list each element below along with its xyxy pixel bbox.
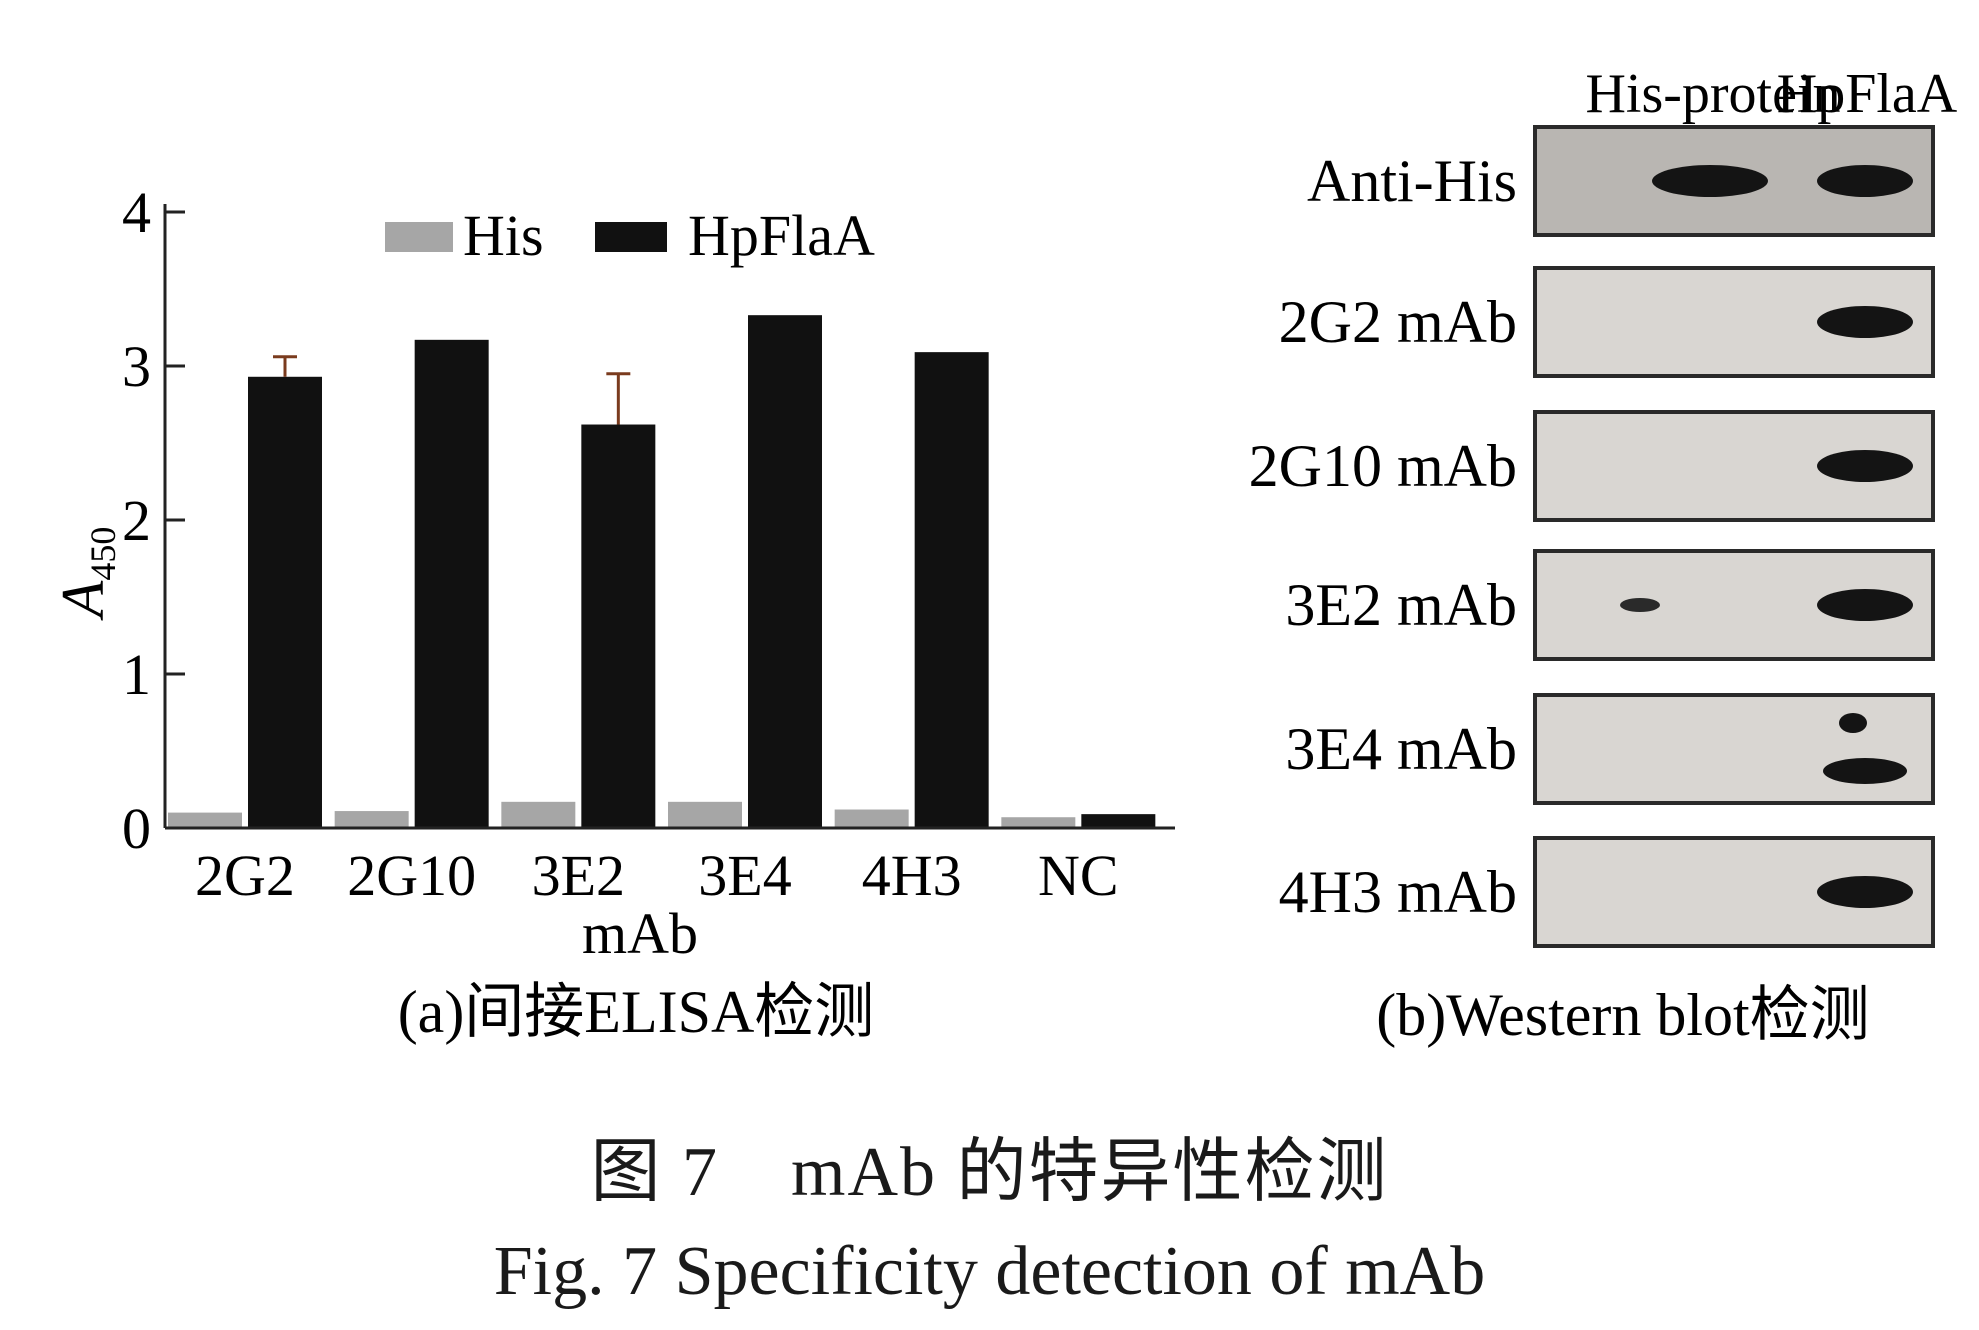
x-tick-label-4h3: 4H3 [862, 843, 962, 908]
band-weak [1620, 598, 1660, 612]
y-tick-label: 1 [122, 642, 151, 707]
bar-hpflaa-2g10 [414, 339, 489, 828]
bar-his-nc [1001, 817, 1076, 828]
y-tick-label: 2 [122, 488, 151, 553]
blot-row-label: 4H3 mAb [1279, 859, 1517, 925]
blot-row-label: 2G2 mAb [1279, 289, 1517, 355]
blot-row-label: 2G10 mAb [1249, 433, 1517, 499]
x-tick-label-3e4: 3E4 [698, 843, 791, 908]
band-strong [1817, 589, 1913, 621]
blot-row-5: 3E4 mAb [1285, 693, 1935, 805]
bar-hpflaa-3e4 [748, 315, 822, 828]
blot-row-6: 4H3 mAb [1279, 836, 1935, 948]
bar-his-2g10 [334, 811, 409, 828]
band-strong [1652, 165, 1768, 197]
blot-row-label: 3E4 mAb [1285, 716, 1517, 782]
y-axis-label-main: A [50, 580, 116, 621]
lane-header-his-protein: His-protein [1585, 63, 1840, 125]
y-axis-label-subscript: 450 [83, 527, 123, 581]
band-strong [1817, 306, 1913, 338]
x-tick-label-nc: NC [1038, 843, 1119, 908]
error-bars-group [273, 355, 631, 425]
bar-his-2g2 [168, 812, 242, 828]
band-upper [1839, 713, 1867, 733]
band-strong [1817, 165, 1913, 197]
bar-his-4h3 [834, 809, 909, 828]
legend-label-hpflaa: HpFlaA [688, 203, 875, 268]
x-tick-labels: 2G2 2G10 3E2 3E4 4H3 NC [195, 843, 1119, 908]
bar-his-3e4 [668, 801, 742, 828]
blot-row-label: 3E2 mAb [1285, 572, 1517, 638]
x-tick-label-3e2: 3E2 [532, 843, 625, 908]
bar-hpflaa-4h3 [914, 352, 989, 828]
bar-hpflaa-3e2 [581, 424, 656, 828]
band-strong [1817, 876, 1913, 908]
figure-caption-cn: 图 7 mAb 的特异性检测 [590, 1134, 1389, 1211]
blot-row-3: 2G10 mAb [1249, 410, 1935, 522]
y-tick-label: 3 [122, 334, 151, 399]
legend-label-his: His [463, 203, 544, 268]
y-axis-label: A450 [50, 527, 123, 622]
x-tick-label-2g2: 2G2 [195, 843, 295, 908]
band-lower [1823, 758, 1907, 784]
legend: His HpFlaA [385, 203, 875, 268]
figure-caption-en: Fig. 7 Specificity detection of mAb [493, 1233, 1486, 1310]
bars-group [168, 315, 1156, 828]
western-blot-rows: Anti-His 2G2 mAb 2G10 mAb 3E2 mAb 3E4 mAb 4H3… [1249, 125, 1935, 948]
legend-swatch-his [385, 222, 453, 252]
lane-header-hpflaa: HpFlaA [1777, 63, 1958, 125]
blot-row-label: Anti-His [1307, 148, 1517, 214]
panel-b-caption: (b)Western blot检测 [1376, 982, 1869, 1048]
bar-his-3e2 [501, 801, 576, 828]
x-tick-label-2g10: 2G10 [347, 843, 476, 908]
y-tick-label: 4 [122, 180, 151, 245]
blot-row-1: Anti-His [1307, 125, 1935, 237]
y-tick-labels: 0 1 2 3 4 [122, 180, 151, 861]
blot-row-2: 2G2 mAb [1279, 266, 1935, 378]
band-strong [1817, 450, 1913, 482]
blot-membrane [1533, 693, 1935, 805]
legend-swatch-hpflaa [595, 222, 667, 252]
bar-hpflaa-nc [1081, 814, 1156, 828]
blot-row-4: 3E2 mAb [1285, 549, 1935, 661]
x-axis-label: mAb [582, 901, 698, 966]
axes-group [163, 204, 1175, 830]
y-tick-label: 0 [122, 796, 151, 861]
bar-hpflaa-2g2 [248, 376, 322, 828]
panel-a-caption: (a)间接ELISA检测 [398, 979, 875, 1045]
